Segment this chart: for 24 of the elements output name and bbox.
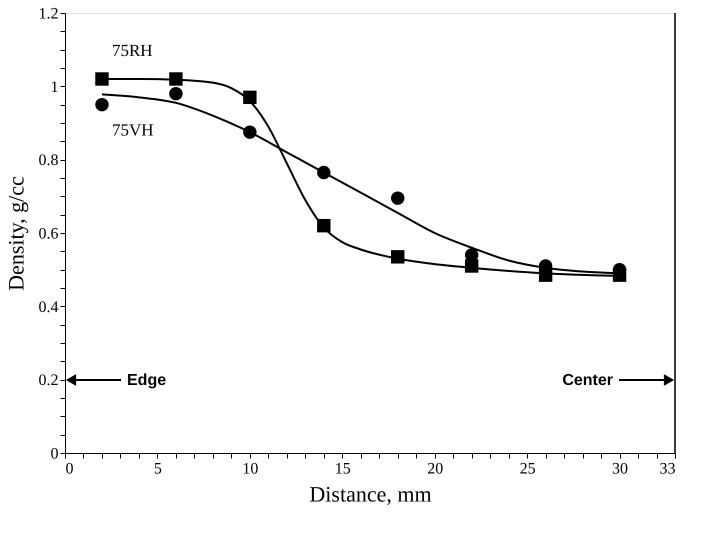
- y-tick-label: 1.2: [38, 6, 58, 22]
- y-tick-label: 0.8: [38, 152, 58, 170]
- annotation: Edge: [127, 372, 166, 389]
- y-tick-label: 0.6: [38, 226, 58, 242]
- y-tick-label: 0.2: [38, 372, 58, 390]
- x-tick-label: 5: [154, 460, 162, 478]
- x-axis-title: Distance, mm: [309, 482, 432, 506]
- x-tick-label: 33: [660, 460, 676, 478]
- x-tick-label: 15: [334, 460, 351, 478]
- x-tick-label: 10: [242, 460, 258, 478]
- x-tick-label: 0: [66, 460, 74, 478]
- point: [95, 98, 109, 112]
- x-tick-label: 20: [427, 460, 444, 478]
- y-tick-label: 1: [50, 78, 58, 96]
- y-tick-label: 0: [50, 446, 58, 462]
- x-tick-label: 30: [612, 460, 628, 478]
- y-tick-label: 0.4: [38, 298, 58, 316]
- series-label: 75VH: [112, 120, 154, 140]
- x-tick-label: 25: [520, 460, 536, 478]
- point: [391, 191, 404, 205]
- series-label: 75RH: [112, 41, 153, 60]
- y-axis-title: Density, g/cc: [4, 176, 28, 291]
- annotation: Center: [562, 372, 613, 389]
- point: [169, 86, 183, 100]
